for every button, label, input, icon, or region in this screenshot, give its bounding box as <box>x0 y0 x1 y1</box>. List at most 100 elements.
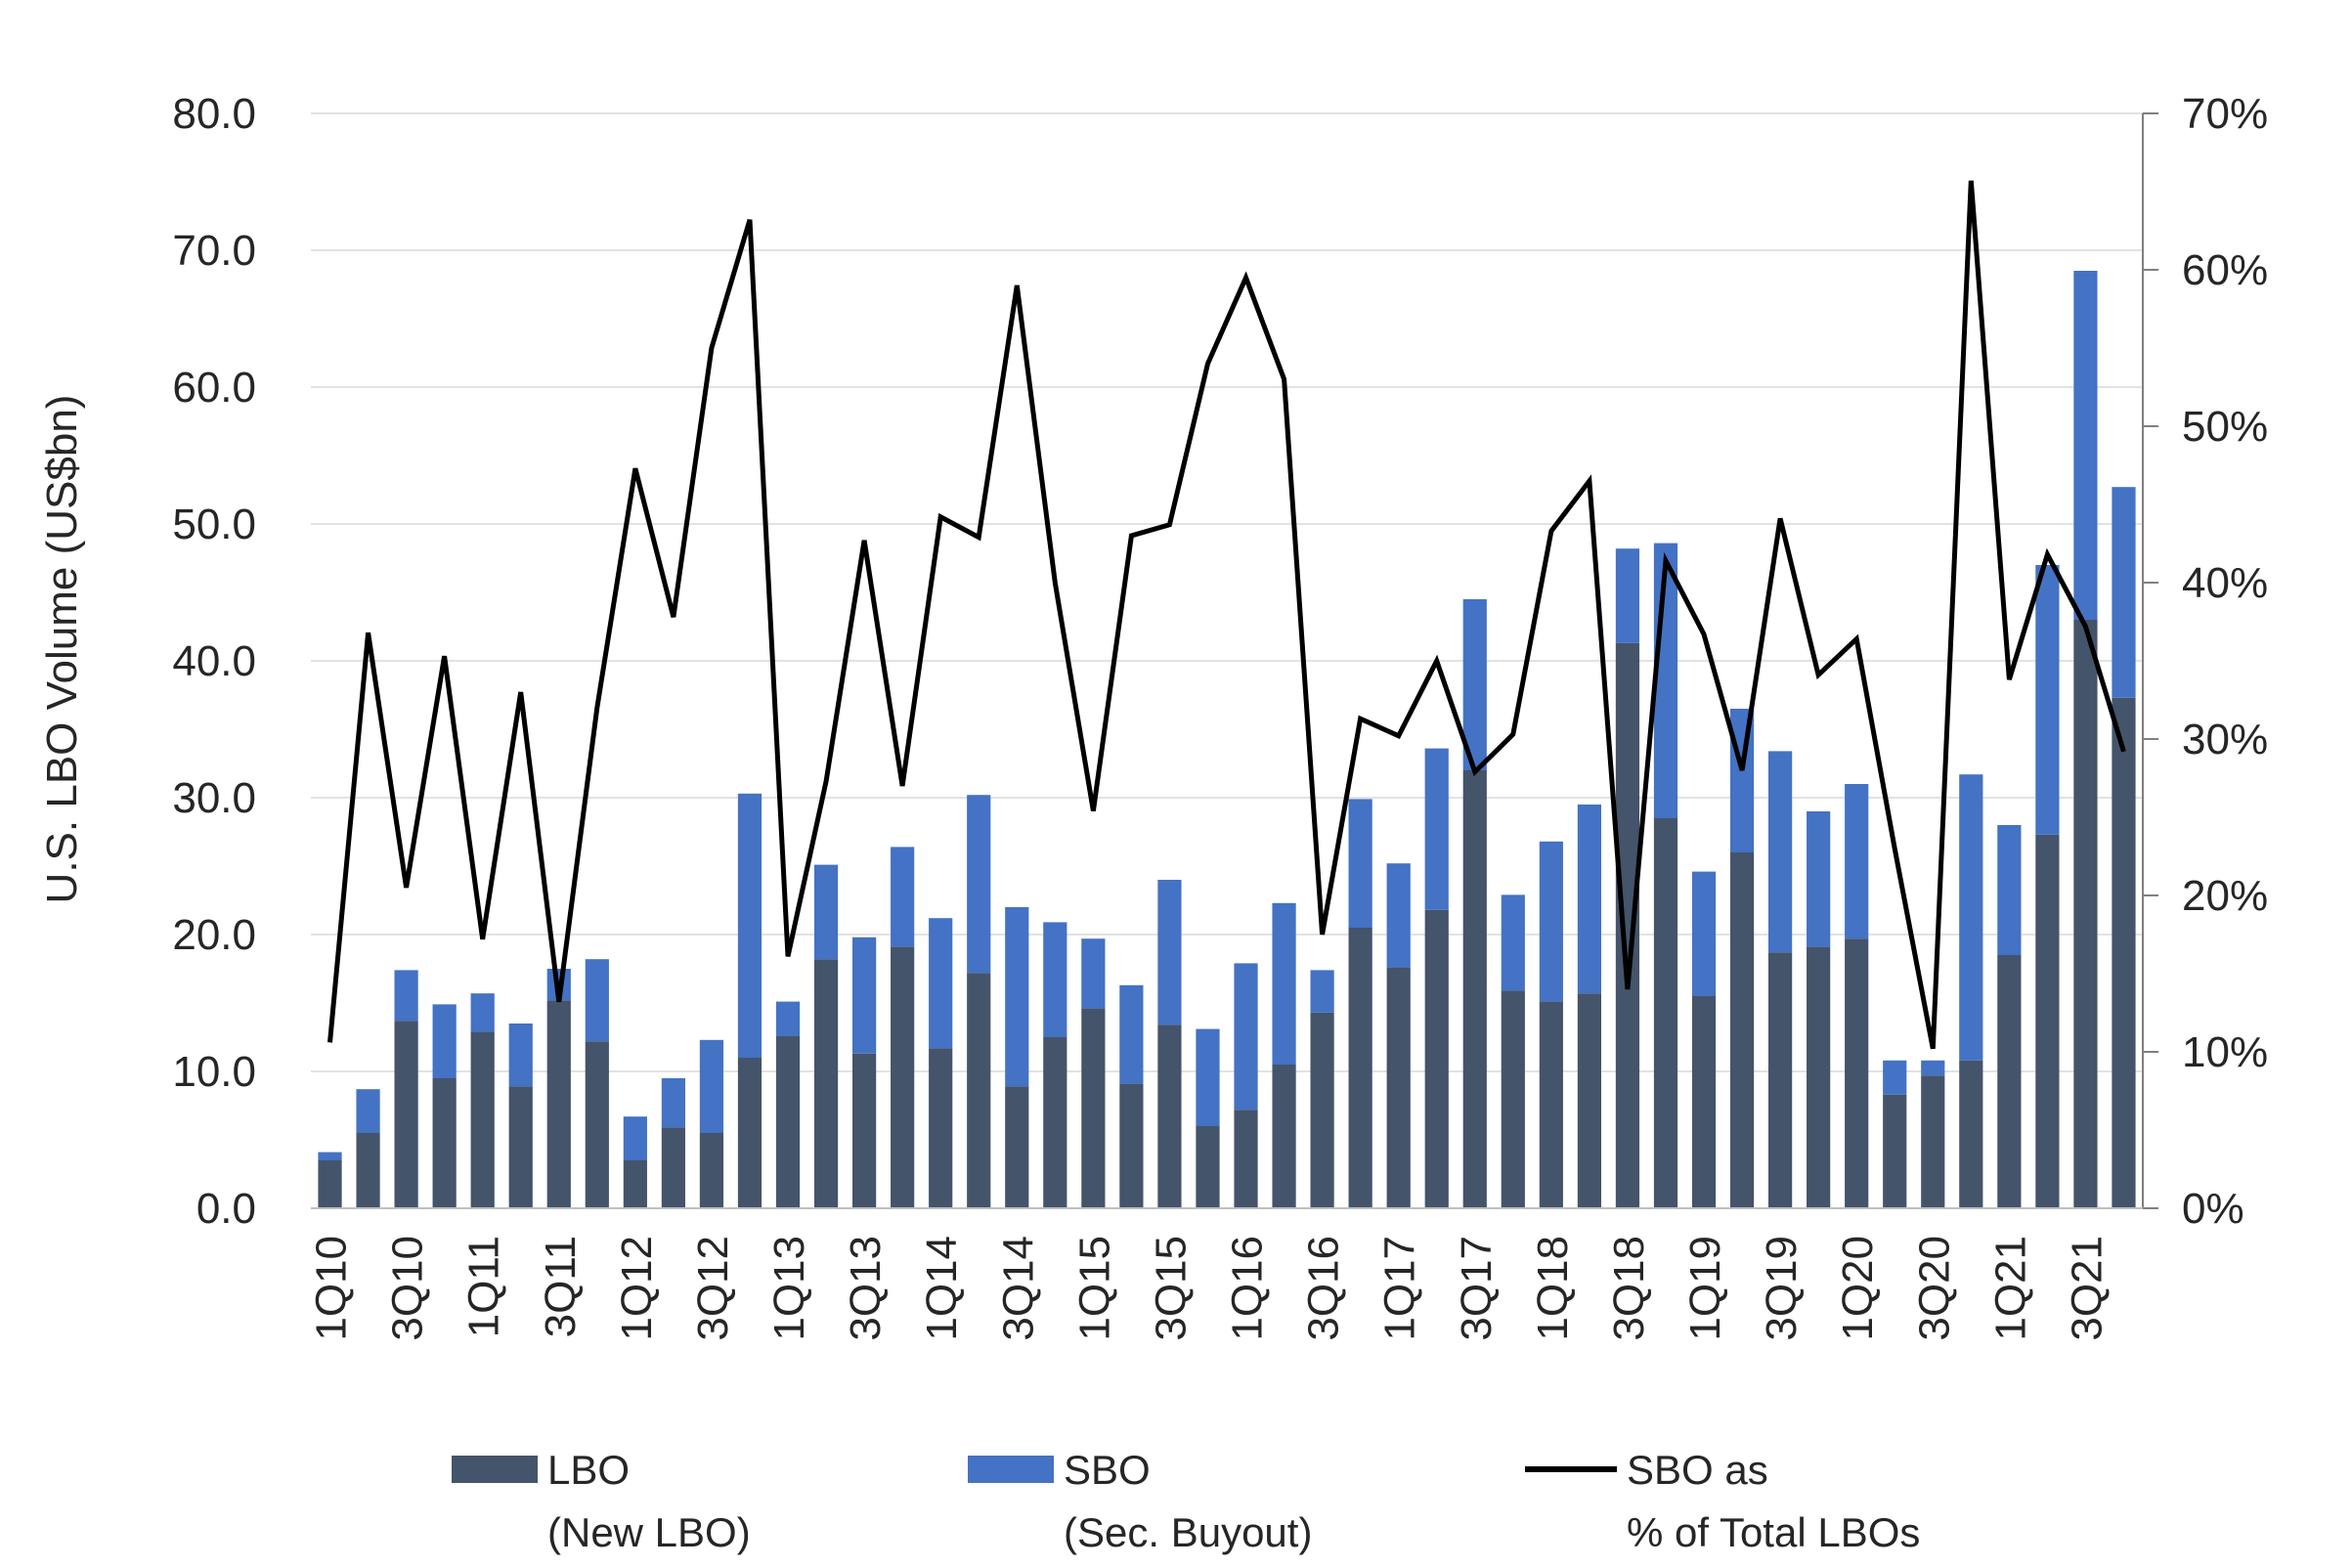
bar-lbo-3Q11 <box>546 1000 571 1208</box>
x-tick-label: 1Q21 <box>1986 1236 2034 1341</box>
bar-lbo-2Q16 <box>1272 1065 1296 1208</box>
x-tick-label: 3Q14 <box>994 1236 1042 1341</box>
bar-lbo-3Q13 <box>852 1053 877 1208</box>
bar-sbo-2Q20 <box>1883 1060 1907 1095</box>
legend-item-1: LBO (New LBO) <box>452 1447 751 1555</box>
x-tick-label: 1Q14 <box>918 1236 966 1341</box>
bar-sbo-2Q16 <box>1272 902 1296 1065</box>
bar-lbo-1Q19 <box>1691 996 1717 1208</box>
bar-lbo-1Q17 <box>1386 967 1411 1208</box>
bar-sbo-4Q11 <box>585 959 609 1042</box>
bar-lbo-4Q11 <box>585 1041 609 1208</box>
bar-sbo-4Q15 <box>1196 1028 1220 1126</box>
x-tick-label: 1Q13 <box>765 1236 813 1341</box>
bar-lbo-1Q11 <box>470 1031 495 1208</box>
bar-sbo-1Q16 <box>1234 963 1258 1111</box>
y-tick-label: 50.0 <box>172 501 256 548</box>
bar-sbo-3Q18 <box>1615 548 1640 643</box>
x-tick-label: 3Q17 <box>1453 1236 1501 1341</box>
legend-label: SBO as <box>1627 1447 1768 1493</box>
bar-lbo-1Q13 <box>775 1035 801 1208</box>
x-tick-label: 3Q20 <box>1910 1236 1958 1341</box>
bar-lbo-1Q21 <box>1997 955 2022 1208</box>
bar-lbo-4Q12 <box>737 1058 762 1208</box>
bar-sbo-3Q13 <box>852 936 877 1054</box>
x-tick-label: 3Q12 <box>689 1236 737 1341</box>
bar-lbo-3Q18 <box>1615 642 1640 1208</box>
bar-sbo-4Q17 <box>1501 894 1525 991</box>
bar-lbo-2Q11 <box>508 1086 533 1208</box>
left-axis-tick-labels: 0.0 10.0 20.0 30.0 40.0 50.0 60.0 70.0 80.0 <box>172 90 256 1233</box>
axes <box>311 112 2158 1209</box>
y2-tick-label: 60% <box>2182 246 2268 294</box>
x-tick-label: 1Q10 <box>308 1236 356 1341</box>
bar-sbo-4Q10 <box>432 1004 457 1078</box>
bar-lbo-4Q15 <box>1196 1126 1220 1208</box>
bar-sbo-1Q14 <box>929 918 953 1049</box>
y2-tick-label: 0% <box>2182 1185 2244 1233</box>
bar-lbo-3Q10 <box>394 1021 418 1208</box>
legend-sublabel: % of Total LBOs <box>1627 1509 1920 1555</box>
bar-lbo-4Q13 <box>891 946 915 1208</box>
bar-sbo-4Q20 <box>1959 774 1983 1061</box>
y-tick-label: 30.0 <box>172 774 256 822</box>
y2-tick-label: 70% <box>2182 90 2268 138</box>
legend-sublabel: (New LBO) <box>547 1509 751 1555</box>
x-tick-label: 1Q17 <box>1376 1236 1424 1341</box>
bar-sbo-3Q12 <box>699 1039 724 1133</box>
x-tick-label: 1Q16 <box>1224 1236 1272 1341</box>
bar-lbo-3Q19 <box>1768 952 1793 1208</box>
legend-swatch <box>452 1456 538 1483</box>
bar-lbo-1Q15 <box>1081 1008 1106 1208</box>
bar-lbo-3Q20 <box>1921 1075 1945 1208</box>
bar-sbo-3Q16 <box>1310 970 1334 1013</box>
bar-lbo-1Q20 <box>1845 938 1869 1208</box>
legend-item-3: SBO as % of Total LBOs <box>1525 1447 1920 1555</box>
bar-lbo-4Q17 <box>1501 990 1525 1208</box>
y-tick-label: 60.0 <box>172 364 256 412</box>
bar-sbo-3Q15 <box>1157 880 1182 1025</box>
x-tick-label: 3Q16 <box>1300 1236 1348 1341</box>
bar-lbo-4Q18 <box>1653 818 1678 1208</box>
y-tick-label: 10.0 <box>172 1048 256 1096</box>
bar-sbo-1Q19 <box>1691 871 1717 996</box>
bar-sbo-2Q11 <box>508 1024 533 1087</box>
bar-lbo-2Q10 <box>356 1133 380 1208</box>
y-tick-label: 0.0 <box>196 1185 256 1233</box>
x-tick-label: 3Q19 <box>1758 1236 1806 1341</box>
bar-lbo-1Q16 <box>1234 1110 1258 1208</box>
bar-lbo-3Q21 <box>2073 620 2098 1208</box>
bar-lbo-2Q20 <box>1883 1094 1907 1208</box>
bar-lbo-4Q10 <box>432 1078 457 1208</box>
bar-sbo-1Q15 <box>1081 938 1106 1009</box>
bar-sbo-2Q17 <box>1424 748 1449 910</box>
y2-tick-label: 10% <box>2182 1028 2268 1076</box>
right-axis-tick-labels: 0% 10% 20% 30% 40% 50% 60% 70% <box>2182 90 2268 1233</box>
bars-group <box>318 271 2136 1208</box>
bar-sbo-2Q21 <box>2035 565 2060 835</box>
bar-lbo-2Q19 <box>1729 852 1755 1208</box>
bar-sbo-1Q10 <box>318 1152 342 1160</box>
x-tick-label: 1Q11 <box>460 1236 508 1337</box>
bar-lbo-2Q13 <box>813 959 839 1208</box>
y-tick-label: 80.0 <box>172 90 256 138</box>
bar-sbo-2Q14 <box>967 795 991 974</box>
y2-tick-label: 40% <box>2182 559 2268 607</box>
line-series-group <box>327 180 2126 1050</box>
bar-sbo-4Q14 <box>1043 922 1067 1037</box>
bar-lbo-4Q21 <box>2112 697 2136 1208</box>
x-tick-label: 3Q15 <box>1147 1236 1195 1341</box>
y2-tick-label: 20% <box>2182 872 2268 920</box>
bar-sbo-3Q19 <box>1768 751 1793 953</box>
bar-lbo-1Q12 <box>623 1160 647 1208</box>
legend-swatch <box>968 1456 1054 1483</box>
bar-sbo-3Q20 <box>1921 1060 1945 1076</box>
bar-sbo-3Q21 <box>2073 271 2098 620</box>
bar-sbo-1Q12 <box>623 1116 647 1160</box>
bar-sbo-4Q21 <box>2112 487 2136 698</box>
bar-sbo-2Q15 <box>1119 984 1144 1084</box>
bar-lbo-2Q14 <box>967 973 991 1208</box>
legend-label: SBO <box>1064 1447 1151 1493</box>
y-tick-label: 20.0 <box>172 911 256 959</box>
